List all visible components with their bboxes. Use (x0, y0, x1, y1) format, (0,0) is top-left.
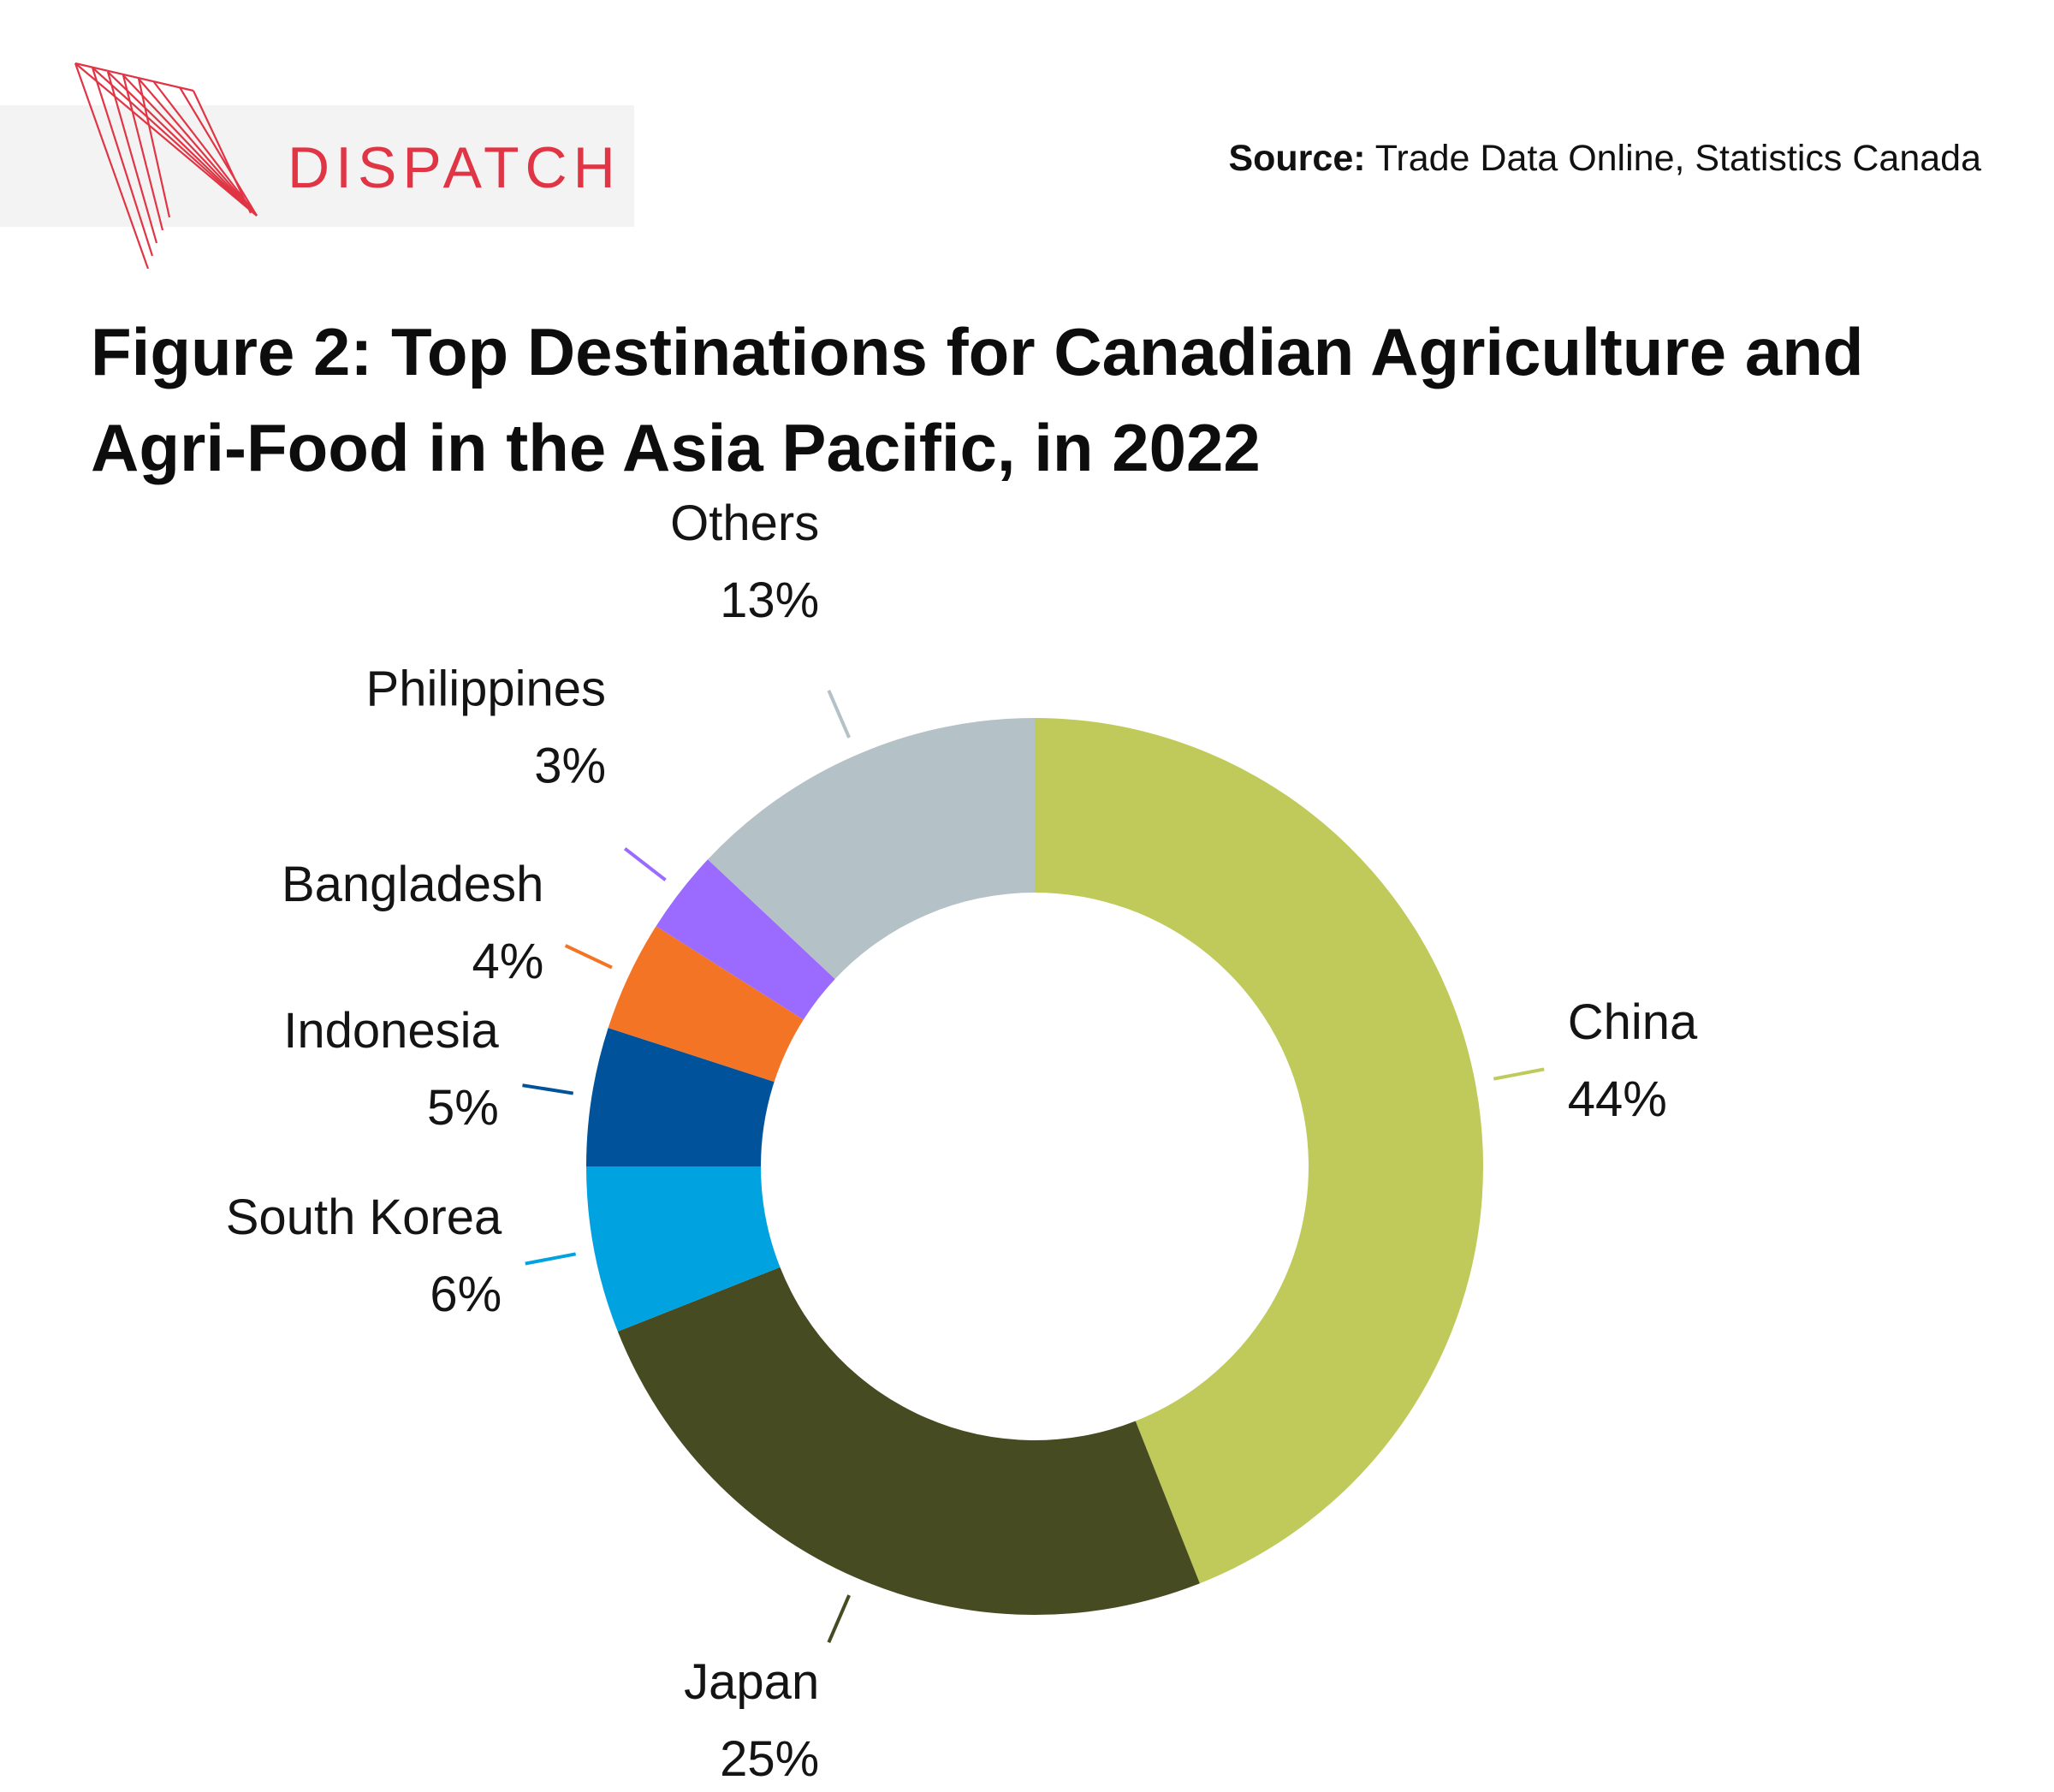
brand-name: DISPATCH (288, 135, 621, 200)
leader-line-philippines (623, 846, 667, 881)
slice-percent-others: 13% (720, 573, 819, 628)
slice-japan (617, 1267, 1200, 1615)
leader-line-indonesia (522, 1083, 574, 1095)
chart-title: Figure 2: Top Destinations for Canadian … (91, 314, 1864, 485)
slice-percent-indonesia: 5% (427, 1080, 499, 1136)
slice-name-china: China (1568, 994, 1698, 1050)
slice-china (1035, 718, 1484, 1584)
slice-labels: China 44% Japan 25% South Korea 6% Indonesia 5%… (226, 495, 1698, 1787)
slice-label-china: China 44% (1568, 994, 1698, 1127)
slice-label-south-korea: South Korea 6% (226, 1190, 502, 1322)
slice-indonesia (586, 1028, 775, 1166)
slice-philippines (656, 859, 835, 1020)
slice-label-bangladesh: Bangladesh 4% (282, 857, 543, 989)
red-line-fan-logo-icon (74, 62, 258, 269)
slice-bangladesh (608, 926, 804, 1083)
slice-name-philippines: Philippines (366, 661, 607, 716)
slice-percent-south-korea: 6% (430, 1267, 502, 1322)
slice-percent-china: 44% (1568, 1071, 1667, 1127)
slice-name-others: Others (670, 495, 819, 551)
donut-slices (586, 718, 1484, 1615)
source-label: Source: (1228, 138, 1366, 179)
slice-others (708, 718, 1035, 979)
slice-label-others: Others 13% (670, 495, 819, 628)
slice-label-philippines: Philippines 3% (366, 661, 607, 793)
leader-lines (522, 690, 1545, 1643)
leader-line-others (827, 690, 851, 739)
logo-band (0, 105, 634, 227)
leader-line-bangladesh (564, 944, 613, 970)
leader-line-china (1493, 1067, 1545, 1081)
slice-label-indonesia: Indonesia 5% (283, 1003, 499, 1136)
source-note: Source: Trade Data Online, Statistics Ca… (1228, 140, 1981, 177)
slice-label-japan: Japan 25% (684, 1654, 819, 1787)
slice-percent-philippines: 3% (534, 738, 606, 793)
slice-percent-bangladesh: 4% (472, 934, 544, 989)
slice-name-south-korea: South Korea (226, 1190, 502, 1245)
leader-line-japan (827, 1594, 851, 1643)
slice-south-korea (586, 1166, 781, 1332)
slice-name-japan: Japan (684, 1654, 819, 1710)
slice-percent-japan: 25% (720, 1731, 819, 1787)
source-text: Trade Data Online, Statistics Canada (1374, 138, 1981, 179)
leader-line-south-korea (525, 1252, 577, 1266)
slice-name-bangladesh: Bangladesh (282, 857, 543, 912)
slice-name-indonesia: Indonesia (283, 1003, 499, 1059)
